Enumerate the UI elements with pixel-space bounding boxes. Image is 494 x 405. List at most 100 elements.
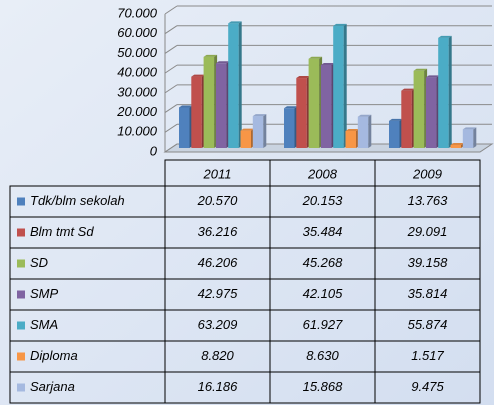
data-label: 35.814 (408, 286, 448, 301)
bar (401, 88, 415, 148)
bar-face (320, 62, 335, 65)
bar-face (333, 23, 347, 26)
data-label: 15.868 (303, 379, 344, 394)
grid-line (164, 104, 178, 113)
data-label: 63.209 (198, 317, 238, 332)
legend-label: Sarjana (30, 379, 75, 394)
data-label: 45.268 (303, 255, 344, 270)
legend-key (17, 383, 25, 392)
bar-face (308, 58, 320, 148)
bar-face (320, 64, 332, 148)
bar (252, 114, 267, 148)
bar-face (284, 106, 298, 109)
bar-face (368, 114, 372, 148)
legend-key (17, 290, 25, 299)
bar-face (333, 25, 344, 148)
data-label: 35.484 (303, 224, 343, 239)
bar-face (389, 120, 400, 148)
legend-label: SMP (30, 286, 59, 301)
bar-face (238, 21, 242, 149)
legend-key (17, 321, 25, 330)
data-label: 20.153 (302, 193, 344, 208)
bar-face (296, 76, 310, 79)
legend-label: Diploma (30, 348, 78, 363)
bar-face (345, 130, 356, 148)
grid-line (164, 45, 178, 54)
bar-face (296, 78, 307, 148)
y-tick-label: 30.000 (117, 84, 158, 99)
y-tick-label: 50.000 (117, 45, 158, 60)
y-tick-label: 10.000 (117, 124, 158, 139)
data-label: 1.517 (411, 348, 444, 363)
grid-line (164, 64, 178, 74)
y-tick-label: 70.000 (117, 5, 158, 20)
data-label: 42.105 (303, 286, 344, 301)
legend-key (17, 259, 25, 268)
bar-face (450, 145, 461, 148)
bar-face (343, 23, 347, 148)
bar-face (389, 118, 403, 121)
bar-face (413, 68, 428, 71)
bar-face (357, 114, 372, 117)
bar-face (401, 90, 412, 148)
grid-line (164, 84, 178, 94)
bar-face (252, 116, 264, 148)
data-label: 39.158 (408, 255, 449, 270)
bar (320, 62, 335, 149)
data-label: 55.874 (408, 317, 448, 332)
bar-face (240, 130, 251, 148)
bar (333, 23, 347, 148)
y-tick-label: 40.000 (117, 65, 158, 80)
bar-face (191, 74, 205, 77)
bar-face (345, 128, 359, 131)
bar-face (203, 54, 218, 57)
bar-face (473, 127, 477, 148)
bar-face (228, 23, 239, 149)
x-tick-label: 2009 (412, 166, 442, 181)
bar-face (450, 143, 464, 146)
bar-face (438, 37, 449, 148)
data-label: 36.216 (198, 224, 239, 239)
bar-face (240, 128, 254, 131)
legend-key (17, 352, 25, 361)
bar-face (284, 108, 295, 148)
x-tick-label: 2011 (203, 166, 232, 181)
bar (357, 114, 372, 148)
legend-label: Tdk/blm sekolah (30, 193, 125, 208)
bar (228, 21, 242, 149)
legend-label: SD (30, 255, 48, 270)
bar-face (308, 56, 323, 59)
x-tick-label: 2008 (307, 166, 338, 181)
legend-key (17, 197, 25, 206)
bar-face (203, 56, 215, 148)
data-label: 13.763 (408, 193, 449, 208)
y-tick-label: 0 (150, 143, 158, 158)
data-label: 29.091 (407, 224, 448, 239)
bar-face (179, 107, 190, 148)
bar-face (425, 75, 440, 78)
data-label: 46.206 (198, 255, 239, 270)
bar-face (438, 35, 452, 38)
bar (425, 75, 440, 148)
bar-face (448, 35, 452, 148)
grid-line (164, 143, 178, 153)
bar (240, 128, 254, 148)
bar (450, 143, 464, 148)
legend-label: Blm tmt Sd (30, 224, 94, 239)
y-tick-label: 60.000 (117, 25, 158, 40)
data-label: 20.570 (197, 193, 239, 208)
bar (308, 56, 323, 148)
bar-face (413, 70, 425, 148)
bar (462, 127, 477, 148)
bar (296, 76, 310, 148)
grid-line (164, 5, 178, 15)
bar (389, 118, 403, 148)
data-label: 42.975 (198, 286, 239, 301)
bar-face (425, 77, 437, 148)
data-label: 8.630 (306, 348, 339, 363)
bar-face (401, 88, 415, 91)
bar-face (228, 21, 242, 24)
bar (191, 74, 205, 148)
